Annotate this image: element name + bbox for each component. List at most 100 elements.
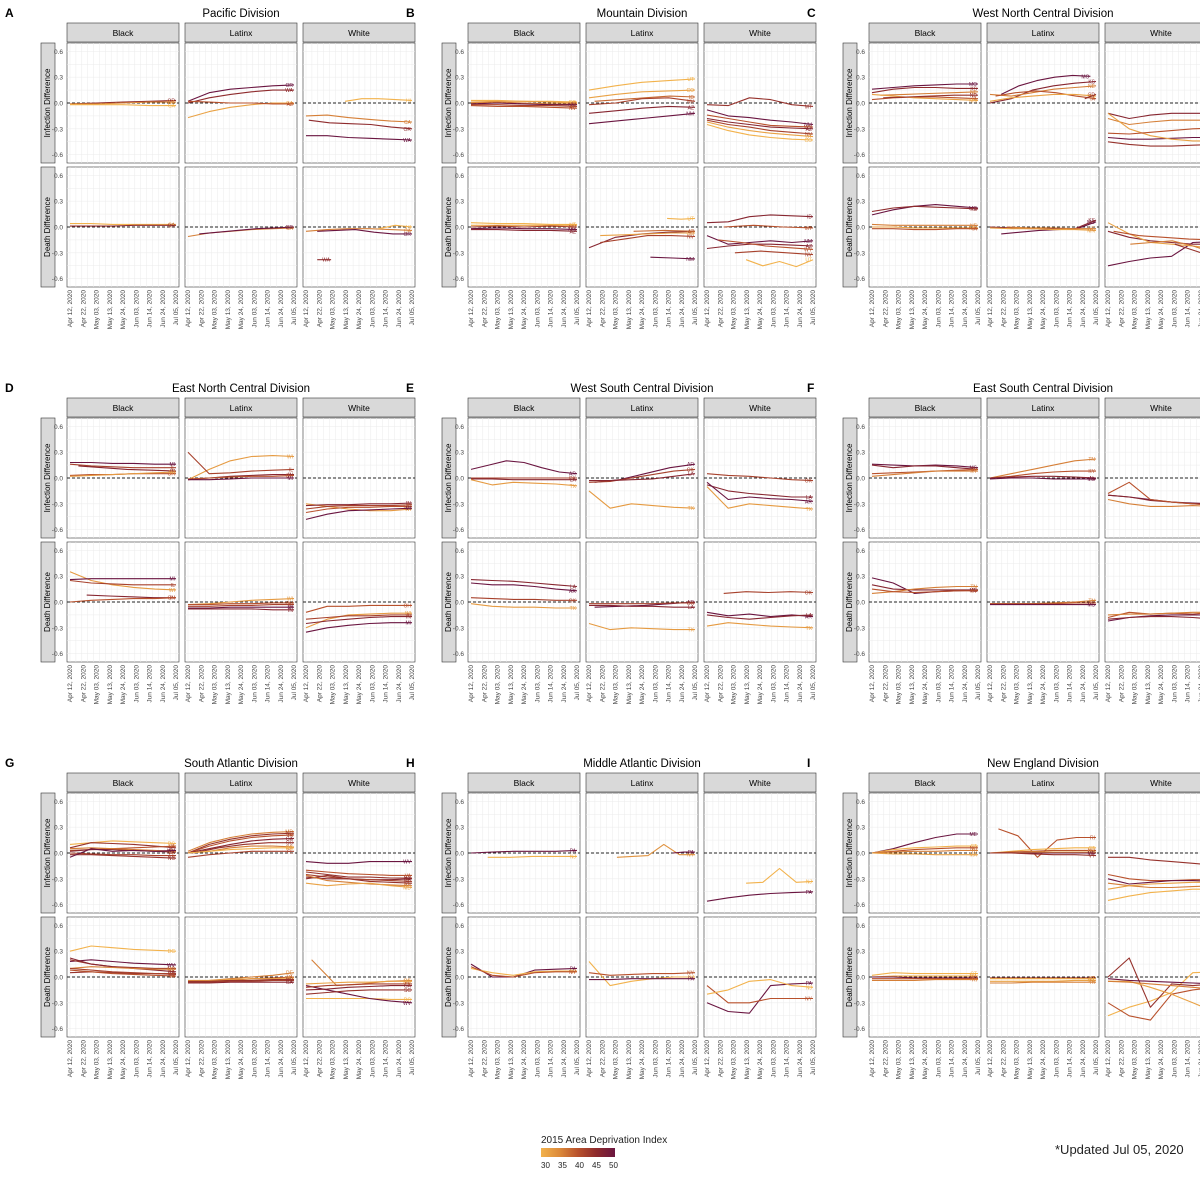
x-tick-label: Jul 05, 2020 — [574, 1040, 581, 1076]
series-state-label: OK — [805, 479, 813, 485]
x-tick-label: Jun 14, 2020 — [784, 290, 791, 328]
y-tick-label: 0.0 — [856, 851, 865, 858]
y-tick-label: -0.3 — [453, 501, 465, 508]
series-state-label: SC — [404, 881, 411, 887]
series-line — [471, 229, 578, 232]
series-state-label: NE — [1088, 84, 1096, 90]
y-tick-label: 0.0 — [54, 851, 63, 858]
y-tick-label: 0.0 — [455, 975, 464, 982]
series-line — [588, 468, 696, 483]
row-strip — [842, 42, 858, 164]
series-state-label: WV — [167, 963, 176, 969]
y-tick-label: 0.3 — [856, 450, 865, 457]
series-line — [69, 966, 176, 970]
x-tick-label: Apr 22, 2020 — [316, 665, 323, 703]
series-line — [706, 97, 814, 107]
series-line — [1107, 888, 1200, 901]
facet-strip-label: Black — [514, 28, 536, 38]
division-c: C West North Central Division Black Latinx W… — [807, 6, 1200, 329]
x-tick-label: Apr 12, 2020 — [185, 290, 192, 328]
series-line — [471, 478, 577, 481]
y-tick-label: 0.0 — [455, 600, 464, 607]
y-tick-label: 0.6 — [856, 799, 865, 806]
x-tick-label: Jun 24, 2020 — [396, 665, 403, 703]
series-state-label: NV — [805, 132, 813, 138]
facet-strip-label: Latinx — [1032, 28, 1055, 38]
series-line — [188, 981, 294, 984]
series-line — [1107, 117, 1200, 126]
series-state-label: FL — [405, 982, 411, 988]
series-line — [187, 455, 295, 481]
series-line — [69, 847, 177, 852]
x-tick-label: Apr 12, 2020 — [303, 1040, 310, 1078]
x-tick-label: Jul 05, 2020 — [1093, 665, 1100, 701]
series-state-label: MT — [805, 104, 812, 110]
x-tick-label: Jun 03, 2020 — [369, 290, 376, 328]
x-tick-label: Apr 12, 2020 — [987, 1040, 994, 1078]
x-tick-label: Jun 14, 2020 — [147, 665, 154, 703]
series-line — [871, 849, 978, 854]
y-tick-label: 0.3 — [455, 825, 464, 832]
x-tick-label: May 03, 2020 — [330, 290, 337, 330]
x-tick-label: May 13, 2020 — [1027, 665, 1034, 705]
facet-strip-label: White — [348, 403, 370, 413]
x-tick-label: Jun 24, 2020 — [1198, 1040, 1200, 1078]
series-state-label: CO — [687, 231, 695, 237]
x-tick-label: Apr 12, 2020 — [586, 1040, 593, 1078]
x-tick-label: Jun 14, 2020 — [383, 665, 390, 703]
series-line — [69, 840, 177, 845]
x-tick-label: Jun 24, 2020 — [1080, 665, 1087, 703]
series-state-label: LA — [806, 495, 813, 501]
y-tick-label: 0.6 — [856, 424, 865, 431]
series-line — [706, 117, 814, 130]
x-tick-label: May 03, 2020 — [94, 665, 101, 705]
series-state-label: UT — [805, 135, 812, 141]
series-state-label: TX — [688, 628, 695, 634]
facet-strip-label: Black — [514, 778, 536, 788]
y-tick-label: -0.6 — [453, 1026, 465, 1033]
x-tick-label: May 03, 2020 — [731, 1040, 738, 1080]
facet-strip-label: Latinx — [631, 28, 654, 38]
series-line — [470, 102, 577, 106]
x-tick-label: Jun 14, 2020 — [147, 290, 154, 328]
series-state-label: UT — [687, 216, 694, 222]
division-title: Pacific Division — [202, 8, 279, 20]
series-line — [588, 972, 696, 976]
series-state-label: MI — [169, 462, 175, 468]
x-tick-label: Apr 22, 2020 — [1000, 665, 1007, 703]
x-tick-label: Jul 05, 2020 — [291, 665, 298, 701]
x-tick-label: Apr 22, 2020 — [198, 290, 205, 328]
y-tick-label: 0.0 — [54, 101, 63, 108]
y-tick-label: 0.3 — [455, 75, 464, 82]
x-tick-label: Jun 14, 2020 — [949, 290, 956, 328]
x-tick-label: Apr 12, 2020 — [704, 290, 711, 328]
x-tick-label: May 13, 2020 — [1145, 1040, 1152, 1080]
y-tick-label: 0.6 — [856, 173, 865, 180]
x-tick-label: Jun 24, 2020 — [396, 290, 403, 328]
x-tick-label: May 03, 2020 — [330, 1040, 337, 1080]
series-state-label: NH — [970, 846, 978, 852]
division-title: Mountain Division — [597, 8, 688, 20]
series-line — [345, 98, 413, 102]
series-line — [305, 504, 413, 510]
series-state-label: OR — [404, 232, 412, 238]
y-tick-label: 0.6 — [455, 923, 464, 930]
series-state-label: KY — [1088, 601, 1095, 607]
series-line — [1107, 980, 1200, 989]
y-tick-label: -0.6 — [854, 1026, 866, 1033]
x-tick-label: Apr 12, 2020 — [704, 1040, 711, 1078]
series-state-label: MS — [1088, 603, 1096, 609]
x-tick-label: Jun 03, 2020 — [770, 290, 777, 328]
x-tick-label: Jul 05, 2020 — [173, 290, 180, 326]
series-line — [1107, 112, 1200, 120]
series-state-label: WA — [167, 100, 176, 106]
x-tick-label: Apr 22, 2020 — [882, 665, 889, 703]
x-tick-label: Apr 22, 2020 — [717, 665, 724, 703]
